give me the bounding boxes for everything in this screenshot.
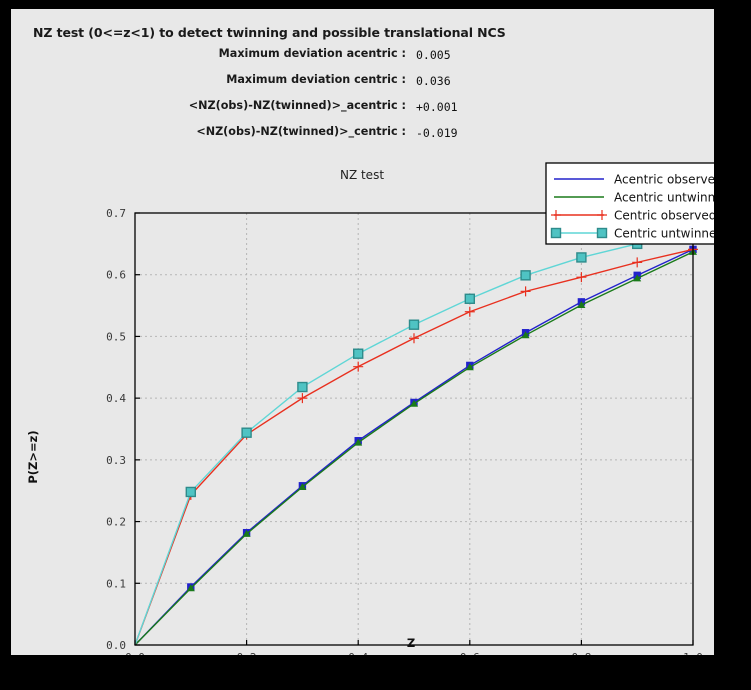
data-point-marker — [409, 333, 419, 344]
grid-lines — [135, 213, 693, 645]
y-tick-label: 0.7 — [106, 207, 126, 220]
y-axis-label: P(Z>=z) — [26, 430, 40, 483]
y-tick-label: 0.2 — [106, 516, 126, 529]
y-tick-label: 0.4 — [106, 392, 126, 405]
x-tick-label: 1.0 — [683, 651, 703, 655]
series-line — [134, 231, 694, 646]
statistic-label-box: Maximum deviation acentric : — [116, 47, 406, 67]
x-tick-label: 0.0 — [125, 651, 145, 655]
plot-frame — [134, 212, 694, 646]
statistic-label: <NZ(obs)-NZ(twinned)>_acentric : — [188, 99, 406, 112]
y-tick-label: 0.3 — [106, 454, 126, 467]
x-tick-label: 0.8 — [571, 651, 591, 655]
page-title: NZ test (0<=z<1) to detect twinning and … — [33, 25, 506, 40]
chart-legend[interactable]: Acentric observed Acentric untwinned Centr… — [545, 162, 714, 245]
x-tick-label: 0.6 — [460, 651, 480, 655]
axes-frame — [134, 212, 694, 646]
nz-test-plot: 0.0 0.1 0.2 0.3 0.4 0.5 0.6 0.7 0.0 0.2 0.4 0.6 0.8 1… — [11, 157, 714, 655]
data-point-marker — [353, 348, 364, 359]
data-point-marker — [297, 381, 308, 393]
statistic-value: -0.019 — [416, 126, 458, 140]
y-tick-label: 0.1 — [106, 577, 126, 590]
data-point-marker — [354, 438, 363, 446]
legend-label[interactable]: Acentric observed — [614, 173, 714, 187]
data-point-marker — [633, 274, 642, 282]
data-point-marker — [465, 363, 474, 371]
data-point-marker — [241, 427, 252, 438]
x-tick-label: 0.2 — [237, 651, 257, 655]
nz-test-window: NZ test (0<=z<1) to detect twinning and … — [11, 9, 714, 655]
statistic-label-box: Maximum deviation centric : — [116, 73, 406, 93]
legend-marker — [597, 210, 607, 220]
chart-canvas: 0.0 0.1 0.2 0.3 0.4 0.5 0.6 0.7 0.0 0.2 0.4 0.6 0.8 1… — [26, 162, 714, 655]
data-point-marker — [576, 272, 587, 283]
statistic-value: 0.036 — [416, 74, 451, 88]
data-point-marker — [408, 319, 420, 330]
data-point-marker — [632, 257, 643, 268]
y-tick-label: 0.0 — [106, 639, 126, 652]
data-point-marker — [353, 361, 364, 372]
data-point-marker — [464, 306, 475, 317]
axis-ticks: 0.0 0.1 0.2 0.3 0.4 0.5 0.6 0.7 0.0 0.2 0.4 0.6 0.8 1… — [106, 207, 703, 655]
statistic-label: <NZ(obs)-NZ(twinned)>_centric : — [196, 125, 406, 138]
statistic-label-box: <NZ(obs)-NZ(twinned)>_acentric : — [116, 99, 406, 119]
data-point-marker — [520, 270, 531, 281]
legend-label[interactable]: Acentric untwinned — [614, 191, 714, 205]
legend-marker — [550, 227, 562, 239]
data-point-marker — [185, 486, 197, 498]
data-point-marker — [577, 300, 586, 308]
x-tick-label: 0.4 — [348, 651, 368, 655]
statistic-label: Maximum deviation acentric : — [218, 47, 406, 60]
statistic-value: 0.005 — [416, 48, 451, 62]
series-acentric-untwinned — [134, 247, 697, 646]
statistic-label: Maximum deviation centric : — [226, 73, 406, 86]
series-line — [134, 251, 694, 646]
x-axis-label: Z — [407, 636, 415, 650]
series-acentric-observed — [134, 245, 697, 646]
data-point-marker — [521, 331, 530, 339]
data-point-marker — [576, 252, 587, 263]
legend-marker — [551, 210, 561, 220]
chart-title: NZ test — [340, 168, 384, 182]
data-point-marker — [410, 399, 418, 407]
y-tick-label: 0.6 — [106, 269, 126, 282]
data-point-marker — [242, 529, 251, 537]
statistic-label-box: <NZ(obs)-NZ(twinned)>_centric : — [116, 125, 406, 145]
statistic-value: +0.001 — [416, 100, 458, 114]
legend-box — [545, 162, 714, 245]
data-point-marker — [520, 286, 531, 297]
data-point-marker — [464, 293, 475, 304]
legend-label[interactable]: Centric untwinned — [614, 227, 714, 241]
legend-marker — [596, 227, 608, 239]
data-point-marker — [186, 584, 195, 592]
series-line — [134, 248, 694, 646]
y-tick-label: 0.5 — [106, 330, 126, 343]
data-point-marker — [298, 483, 307, 491]
series-centric-observed — [134, 244, 698, 646]
series-line — [134, 248, 694, 646]
data-series-group — [134, 226, 699, 646]
legend-label[interactable]: Centric observed — [614, 209, 714, 223]
data-point-marker — [297, 393, 308, 404]
